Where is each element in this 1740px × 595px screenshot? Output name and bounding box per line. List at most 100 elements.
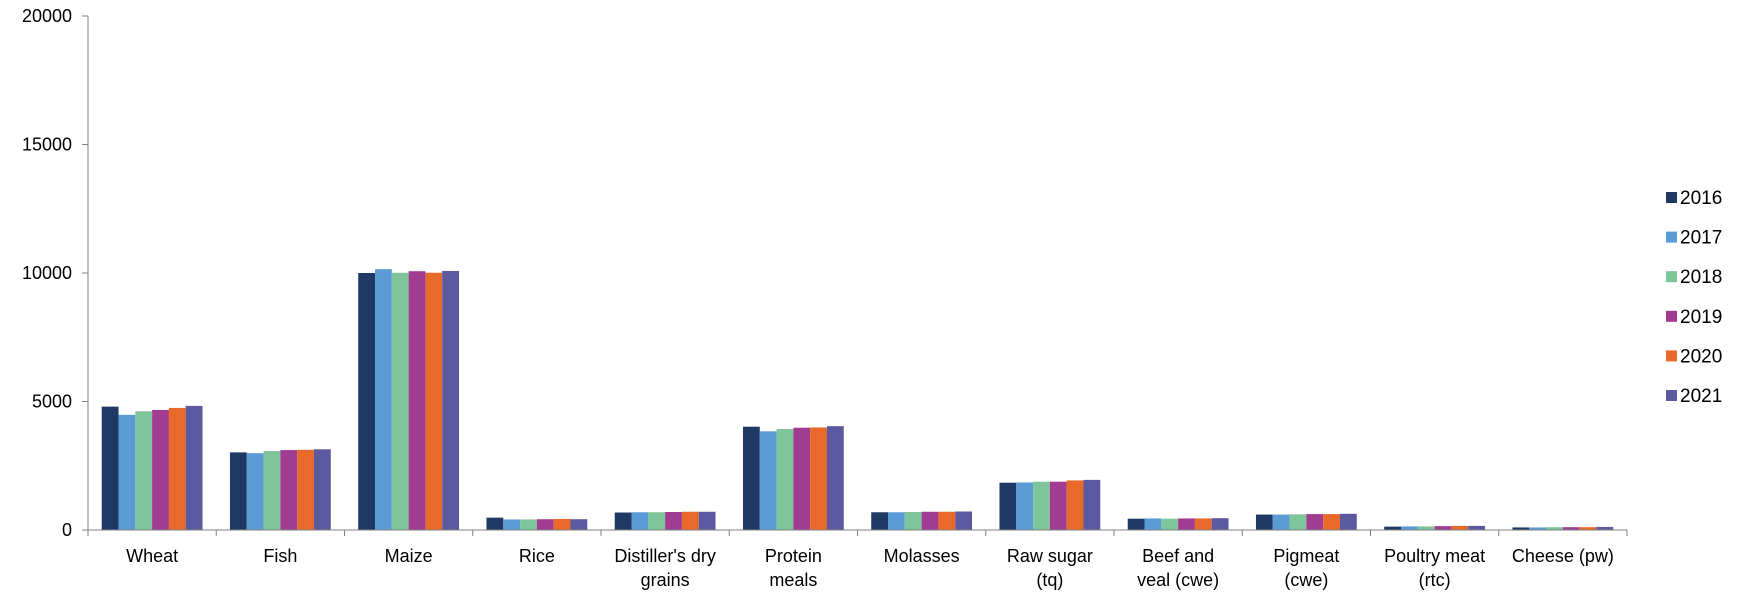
bar-2018-11 xyxy=(1546,527,1563,530)
x-tick-label: meals xyxy=(769,570,817,590)
bar-2019-1 xyxy=(280,450,298,530)
bar-2019-11 xyxy=(1562,527,1580,530)
bar-2021-6 xyxy=(955,511,973,530)
legend-swatch-2017 xyxy=(1666,231,1677,243)
bar-2019-6 xyxy=(921,511,939,530)
bar-2017-7 xyxy=(1016,482,1034,530)
bar-2017-9 xyxy=(1272,514,1290,530)
bar-2016-1 xyxy=(229,452,247,530)
bar-2020-11 xyxy=(1579,527,1597,530)
bar-2021-11 xyxy=(1596,526,1614,530)
bar-2017-1 xyxy=(246,453,264,530)
legend-label-2021: 2021 xyxy=(1680,386,1722,407)
x-tick-label: Protein xyxy=(765,546,822,566)
legend-swatch-2018 xyxy=(1666,271,1677,283)
legend-label-2016: 2016 xyxy=(1680,188,1722,209)
legend: 2016 2017 2018 2019 2020 2021 xyxy=(1666,188,1722,407)
bar-2019-5 xyxy=(793,427,811,530)
x-tick-label: Distiller's dry xyxy=(614,546,715,566)
bar-2020-9 xyxy=(1323,514,1340,530)
bar-2017-8 xyxy=(1144,518,1162,530)
bar-2018-5 xyxy=(776,429,794,530)
legend-label-2020: 2020 xyxy=(1680,346,1722,367)
bar-2020-8 xyxy=(1194,518,1212,530)
x-tick-label: Raw sugar xyxy=(1007,546,1093,566)
y-tick-label: 15000 xyxy=(22,135,72,155)
bar-2019-7 xyxy=(1049,481,1067,530)
bar-2017-11 xyxy=(1529,527,1547,530)
x-tick-label: Fish xyxy=(263,546,297,566)
y-tick-label: 10000 xyxy=(22,263,72,283)
bar-2021-1 xyxy=(313,449,331,530)
bar-2017-6 xyxy=(888,512,905,530)
bars-layer xyxy=(101,269,1614,530)
bar-2019-0 xyxy=(152,409,169,530)
bar-2016-3 xyxy=(486,517,504,530)
bar-2020-6 xyxy=(938,511,956,530)
bar-2021-3 xyxy=(570,519,588,530)
bar-2021-7 xyxy=(1083,479,1101,530)
x-tick-label: Cheese (pw) xyxy=(1512,546,1614,566)
bar-2017-0 xyxy=(118,414,136,530)
x-tick-label: Beef and xyxy=(1142,546,1214,566)
legend-label-2018: 2018 xyxy=(1680,267,1722,288)
bar-2018-3 xyxy=(520,519,537,530)
bar-2018-8 xyxy=(1161,518,1179,530)
x-tick-label: Wheat xyxy=(126,546,178,566)
legend-swatch-2019 xyxy=(1666,310,1677,322)
bar-2020-0 xyxy=(168,407,186,530)
x-tick-label: (rtc) xyxy=(1419,570,1451,590)
bar-2016-9 xyxy=(1255,514,1273,530)
bar-2018-4 xyxy=(648,512,666,530)
bar-2021-2 xyxy=(442,270,460,530)
bar-2020-5 xyxy=(810,427,827,530)
bar-2019-9 xyxy=(1306,514,1324,530)
bar-2016-8 xyxy=(1127,518,1145,530)
bar-2020-1 xyxy=(297,449,314,530)
bar-2017-4 xyxy=(631,512,649,530)
bar-2016-10 xyxy=(1384,526,1402,530)
bar-2019-4 xyxy=(665,512,682,530)
bar-2017-10 xyxy=(1401,526,1418,530)
x-tick-label: Poultry meat xyxy=(1384,546,1485,566)
legend-label-2019: 2019 xyxy=(1680,307,1722,328)
bar-2018-7 xyxy=(1033,481,1050,530)
y-tick-label: 5000 xyxy=(32,392,72,412)
bar-2020-2 xyxy=(425,272,443,530)
x-tick-label: veal (cwe) xyxy=(1137,570,1219,590)
bar-2018-1 xyxy=(263,451,281,530)
bar-2021-5 xyxy=(826,426,844,530)
bar-2018-10 xyxy=(1417,526,1435,530)
bar-2016-5 xyxy=(742,426,760,530)
bar-2019-3 xyxy=(536,519,554,530)
legend-swatch-2020 xyxy=(1666,350,1677,362)
bar-2019-8 xyxy=(1178,518,1195,530)
bar-2018-9 xyxy=(1289,514,1307,530)
bar-2018-6 xyxy=(904,512,922,530)
bar-2021-8 xyxy=(1211,518,1229,530)
x-tick-label: (tq) xyxy=(1036,570,1063,590)
bar-2017-3 xyxy=(503,519,521,530)
x-tick-label: Maize xyxy=(385,546,433,566)
legend-label-2017: 2017 xyxy=(1680,228,1722,249)
bar-2018-0 xyxy=(135,411,153,530)
bar-2017-5 xyxy=(759,431,777,530)
x-tick-label: Molasses xyxy=(884,546,960,566)
axes-layer xyxy=(82,15,1628,536)
bar-2021-4 xyxy=(698,511,716,530)
bar-2016-0 xyxy=(101,406,119,530)
bar-2017-2 xyxy=(375,269,392,530)
bar-2016-6 xyxy=(871,512,889,530)
bar-2020-4 xyxy=(681,511,699,530)
bar-2019-2 xyxy=(408,271,426,530)
labels-layer: 0 5000 10000 15000 20000 Wheat Fish Maize Rice Di… xyxy=(22,6,1614,590)
y-tick-label: 0 xyxy=(62,520,72,540)
bar-2018-2 xyxy=(391,272,409,530)
legend-swatch-2016 xyxy=(1666,192,1677,203)
bar-2021-9 xyxy=(1339,513,1357,530)
bar-2020-7 xyxy=(1066,480,1084,530)
x-tick-label: grains xyxy=(641,570,690,590)
bar-2016-4 xyxy=(614,512,632,530)
